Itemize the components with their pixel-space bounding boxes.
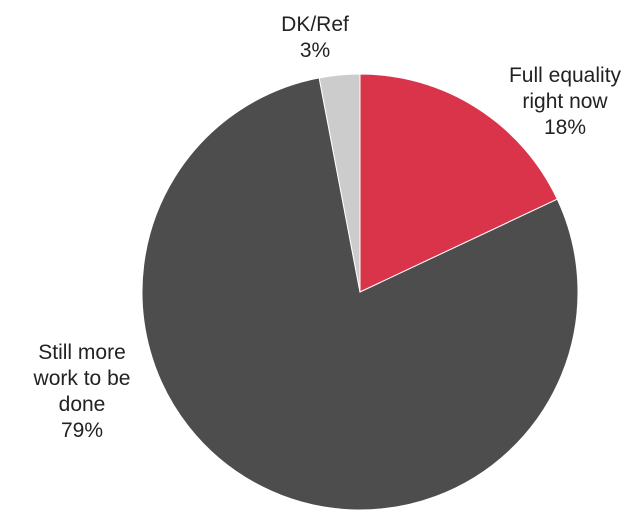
slice-label-line: done <box>58 393 106 416</box>
slice-label-dk-ref: DK/Ref 3% <box>270 12 360 64</box>
slice-label-line: Full equality <box>508 64 622 87</box>
slice-value-label: 3% <box>299 39 331 62</box>
slice-more-work <box>141 77 579 510</box>
slice-label-line: Still more <box>38 341 126 364</box>
slice-label-line: work to be <box>33 367 131 390</box>
slice-value-label: 79% <box>60 419 104 442</box>
slice-label-full-equality: Full equality right now 18% <box>480 63 641 141</box>
slice-label-more-work: Still more work to be done 79% <box>2 340 162 444</box>
slice-dk-ref <box>318 73 361 293</box>
slice-label-line: DK/Ref <box>281 13 349 36</box>
slice-value-label: 18% <box>543 116 587 139</box>
slice-label-line: right now <box>522 90 608 113</box>
slice-full-equality <box>359 73 558 293</box>
